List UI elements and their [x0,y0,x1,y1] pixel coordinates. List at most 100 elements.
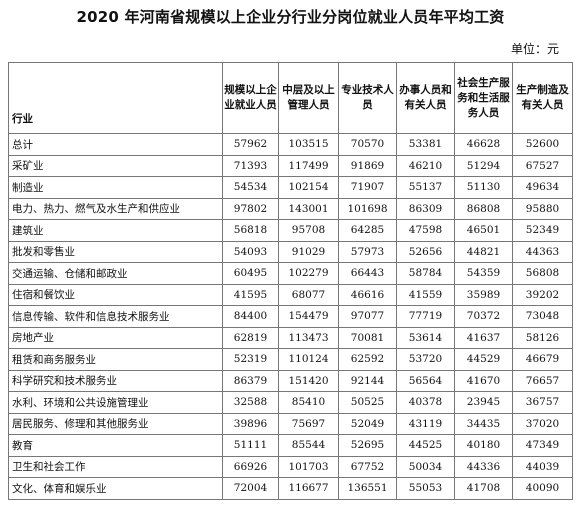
industry-cell: 科学研究和技术服务业 [8,369,223,392]
service-cell: 46501 [454,219,513,242]
technical-cell: 70081 [338,326,397,349]
clerical-cell: 53614 [396,326,455,349]
production-cell: 40090 [512,477,573,500]
all-employees-cell: 66926 [222,455,279,478]
clerical-cell: 43119 [396,412,455,435]
managers-cell: 101703 [278,455,339,478]
table-row: 居民服务、修理和其他服务业 39896 75697 52049 43119 34435 37… [8,412,573,435]
technical-cell: 136551 [338,477,397,500]
header-row: 行业 规模以上企业就业人员 中层及以上管理人员 专业技术人员 办事人员和有关人员… [8,62,573,134]
all-employees-cell: 86379 [222,369,279,392]
all-employees-cell: 39896 [222,412,279,435]
technical-cell: 50525 [338,391,397,414]
table-row: 文化、体育和娱乐业 72004 116677 136551 55053 41708 4009… [8,477,573,500]
header-service: 社会生产服务和生活服务人员 [454,62,513,134]
production-cell: 56808 [512,262,573,285]
industry-cell: 居民服务、修理和其他服务业 [8,412,223,435]
all-employees-cell: 62819 [222,326,279,349]
table-row: 信息传输、软件和信息技术服务业 84400 154479 97077 77719 7037… [8,305,573,328]
all-employees-cell: 54534 [222,176,279,199]
service-cell: 51294 [454,154,513,177]
all-employees-cell: 84400 [222,305,279,328]
industry-cell: 电力、热力、燃气及水生产和供应业 [8,197,223,220]
production-cell: 44039 [512,455,573,478]
service-cell: 41708 [454,477,513,500]
technical-cell: 64285 [338,219,397,242]
managers-cell: 151420 [278,369,339,392]
industry-cell: 卫生和社会工作 [8,455,223,478]
table-body: 总计 57962 103515 70570 53381 46628 52600 采矿业 7139… [8,133,573,500]
header-industry: 行业 [8,62,223,134]
production-cell: 73048 [512,305,573,328]
technical-cell: 52049 [338,412,397,435]
clerical-cell: 40378 [396,391,455,414]
all-employees-cell: 60495 [222,262,279,285]
technical-cell: 52695 [338,434,397,457]
header-all-employees: 规模以上企业就业人员 [222,62,279,134]
technical-cell: 66443 [338,262,397,285]
production-cell: 46679 [512,348,573,371]
production-cell: 36757 [512,391,573,414]
table-row: 水利、环境和公共设施管理业 32588 85410 50525 40378 23945 36… [8,391,573,414]
clerical-cell: 56564 [396,369,455,392]
production-cell: 52349 [512,219,573,242]
table-row: 电力、热力、燃气及水生产和供应业 97802 143001 101698 86309 86… [8,197,573,220]
table-row: 科学研究和技术服务业 86379 151420 92144 56564 41670 7665… [8,369,573,392]
table-row: 制造业 54534 102154 71907 55137 51130 49634 [8,176,573,199]
production-cell: 47349 [512,434,573,457]
industry-cell: 信息传输、软件和信息技术服务业 [8,305,223,328]
all-employees-cell: 52319 [222,348,279,371]
managers-cell: 102279 [278,262,339,285]
table-row: 批发和零售业 54093 91029 57973 52656 44821 44363 [8,240,573,263]
clerical-cell: 52656 [396,240,455,263]
table-row: 教育 51111 85544 52695 44525 40180 47349 [8,434,573,457]
production-cell: 44363 [512,240,573,263]
industry-cell: 房地产业 [8,326,223,349]
service-cell: 51130 [454,176,513,199]
managers-cell: 102154 [278,176,339,199]
industry-cell: 交通运输、仓储和邮政业 [8,262,223,285]
managers-cell: 103515 [278,133,339,156]
all-employees-cell: 54093 [222,240,279,263]
production-cell: 37020 [512,412,573,435]
service-cell: 46628 [454,133,513,156]
service-cell: 34435 [454,412,513,435]
technical-cell: 91869 [338,154,397,177]
production-cell: 49634 [512,176,573,199]
managers-cell: 75697 [278,412,339,435]
managers-cell: 143001 [278,197,339,220]
header-technical: 专业技术人员 [338,62,397,134]
technical-cell: 97077 [338,305,397,328]
table-row: 卫生和社会工作 66926 101703 67752 50034 44336 44039 [8,455,573,478]
industry-cell: 教育 [8,434,223,457]
header-clerical: 办事人员和有关人员 [396,62,455,134]
clerical-cell: 86309 [396,197,455,220]
managers-cell: 95708 [278,219,339,242]
wage-table: 行业 规模以上企业就业人员 中层及以上管理人员 专业技术人员 办事人员和有关人员… [8,62,573,500]
service-cell: 86808 [454,197,513,220]
header-production: 生产制造及有关人员 [512,62,573,134]
all-employees-cell: 57962 [222,133,279,156]
production-cell: 58126 [512,326,573,349]
all-employees-cell: 71393 [222,154,279,177]
service-cell: 54359 [454,262,513,285]
clerical-cell: 55053 [396,477,455,500]
technical-cell: 101698 [338,197,397,220]
clerical-cell: 46210 [396,154,455,177]
technical-cell: 92144 [338,369,397,392]
clerical-cell: 77719 [396,305,455,328]
industry-cell: 制造业 [8,176,223,199]
clerical-cell: 58784 [396,262,455,285]
production-cell: 39202 [512,283,573,306]
production-cell: 67527 [512,154,573,177]
industry-cell: 文化、体育和娱乐业 [8,477,223,500]
service-cell: 44529 [454,348,513,371]
industry-cell: 租赁和商务服务业 [8,348,223,371]
table-row: 采矿业 71393 117499 91869 46210 51294 67527 [8,154,573,177]
managers-cell: 91029 [278,240,339,263]
table-row: 租赁和商务服务业 52319 110124 62592 53720 44529 46679 [8,348,573,371]
technical-cell: 70570 [338,133,397,156]
service-cell: 35989 [454,283,513,306]
table-row: 建筑业 56818 95708 64285 47598 46501 52349 [8,219,573,242]
industry-cell: 批发和零售业 [8,240,223,263]
